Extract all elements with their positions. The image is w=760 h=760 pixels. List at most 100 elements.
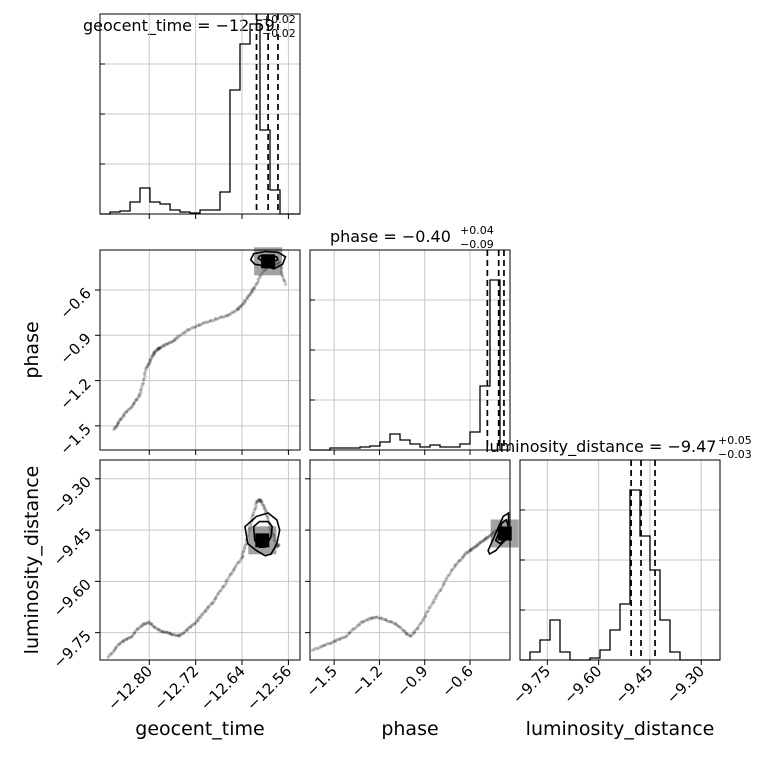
scatter-point [221,585,225,589]
scatter-point [139,387,143,391]
scatter-point [225,578,229,582]
scatter-point [176,634,181,638]
scatter-point [255,500,259,505]
scatter-point [135,627,139,631]
scatter-point [347,631,351,635]
scatter-point [159,629,163,634]
scatter-point [121,639,126,643]
scatter-point [152,351,156,355]
scatter-point [416,626,420,630]
scatter-point [138,625,142,630]
scatter-point [137,394,141,398]
scatter-point [148,361,152,365]
scatter-point [399,626,403,630]
scatter-point [450,568,454,573]
scatter-point [179,333,183,337]
scatter-point [147,620,151,624]
scatter-point [264,509,268,513]
scatter-point [189,326,193,331]
scatter-point [356,623,360,627]
scatter-point [148,358,152,362]
scatter-point [243,543,248,547]
scatter-point [214,594,219,598]
scatter-point [145,365,149,369]
scatter-point [211,319,216,323]
scatter-point [259,498,263,502]
scatter-point [182,631,186,635]
scatter-point [427,606,431,610]
scatter-point [185,329,190,333]
x-tick-label: −0.9 [393,662,431,700]
scatter-point [457,558,461,563]
scatter-point [439,587,443,591]
scatter-point [403,629,407,633]
scatter-point [437,589,442,593]
scatter-point [449,571,453,575]
scatter-point [340,635,345,640]
scatter-point [328,642,332,646]
scatter-point [240,556,244,560]
scatter-point [238,558,243,562]
scatter-point [256,499,260,503]
scatter-point [395,623,400,628]
scatter-point [257,498,262,502]
scatter-point [380,617,384,621]
scatter-point [373,615,377,619]
scatter-point [170,340,174,344]
scatter-point [487,534,491,539]
scatter-point [127,407,131,411]
scatter-point [164,630,168,634]
scatter-point [175,336,179,340]
scatter-point [342,636,346,640]
scatter-point [206,607,210,611]
scatter-point [210,601,215,606]
scatter-point [213,317,218,321]
scatter-point [169,341,173,345]
scatter-point [221,584,225,589]
scatter-point [151,624,155,628]
scatter-point [173,337,177,341]
scatter-point [185,627,189,631]
scatter-point [197,615,201,620]
scatter-point [232,568,236,572]
scatter-point [250,288,254,292]
scatter-point [115,424,119,428]
panel-frame [309,459,511,661]
scatter-point [211,600,215,605]
scatter-point [156,347,160,351]
scatter-point [209,319,213,323]
scatter-point [188,625,192,629]
histogram-luminosity-distance [520,489,720,661]
scatter-point [394,622,398,626]
scatter-point [163,342,167,346]
scatter-point [322,643,326,647]
scatter-point [407,633,411,638]
scatter-point [404,632,409,636]
scatter-point [137,392,142,396]
scatter-point [144,366,148,371]
scatter-point [204,608,208,612]
scatter-point [189,624,194,628]
scatter-point [457,559,461,564]
scatter-point [192,325,197,330]
scatter-point [125,410,129,414]
svg-text:+0.02: +0.02 [262,13,296,26]
scatter-point [172,632,176,637]
x-tick-label: −9.45 [612,662,657,707]
scatter-point [312,647,316,651]
scatter-point [122,412,126,416]
scatter-point [107,654,111,658]
scatter-point [410,633,414,637]
scatter-point [232,567,236,572]
y-tick-label: −9.60 [50,575,95,620]
scatter-point [217,316,221,320]
scatter-point [426,609,430,613]
scatter-point [108,652,113,656]
scatter-point [326,641,330,646]
scatter-point [113,647,117,652]
scatter-point [421,619,425,623]
scatter-point [389,620,393,624]
scatter-point [240,303,244,307]
scatter-point [255,281,260,285]
scatter-point [357,623,362,627]
